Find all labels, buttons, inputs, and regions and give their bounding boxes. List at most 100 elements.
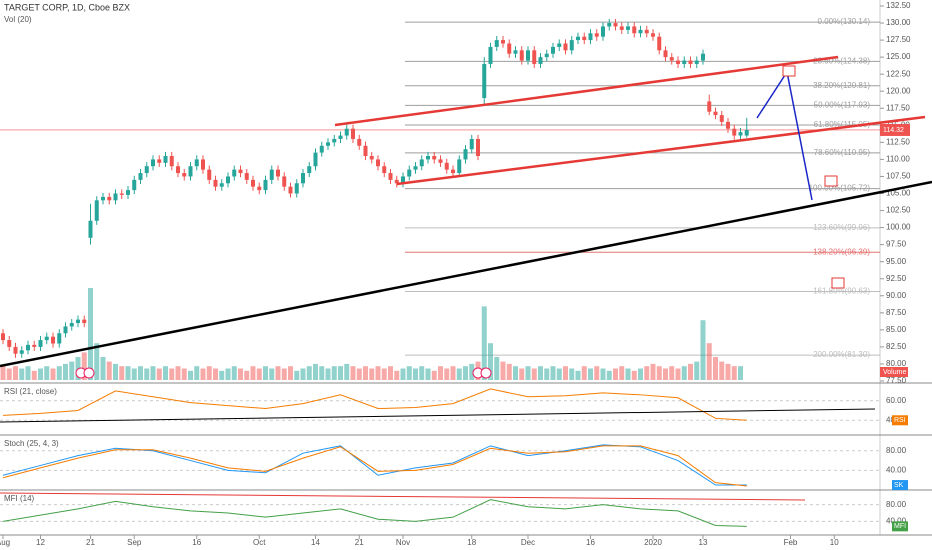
candle-body — [532, 50, 537, 64]
volume-bar — [56, 366, 62, 380]
candle-body — [113, 193, 118, 201]
candle-body — [494, 40, 499, 47]
volume-bar — [369, 368, 375, 380]
indicator-name: RSI (21, close) — [4, 387, 57, 396]
volume-bar — [288, 366, 293, 380]
candle-body — [57, 333, 62, 344]
x-tick-label: 16 — [192, 538, 201, 547]
candle-body — [438, 159, 443, 163]
earnings — [83, 367, 95, 379]
volume-bar — [669, 366, 675, 380]
candle-body — [344, 128, 349, 136]
candle-body — [107, 196, 112, 201]
candle-body — [244, 173, 249, 180]
volume-bar — [138, 366, 143, 380]
candle-body — [513, 50, 518, 54]
candle-body — [588, 33, 593, 41]
volume-bar — [581, 366, 587, 380]
x-tick-label: Sep — [127, 538, 142, 547]
volume-bar — [513, 366, 518, 380]
volume-bar — [213, 368, 218, 380]
x-tick-label: 16 — [586, 538, 595, 547]
candle-body — [201, 159, 205, 170]
volume-bar — [225, 368, 231, 380]
y-tick-label: 102.50 — [886, 206, 911, 215]
candle-body — [301, 173, 305, 184]
y-tick-label: 122.50 — [886, 69, 911, 78]
chart-title: TARGET CORP, 1D, Cboe BZX — [4, 2, 130, 12]
volume-bar — [656, 366, 662, 380]
candle-body — [313, 152, 318, 167]
volume-bar — [144, 368, 150, 380]
candle-body — [82, 319, 87, 324]
candle-body — [594, 33, 599, 37]
candle-body — [382, 166, 387, 174]
candle-body — [288, 186, 293, 194]
volume-bar — [681, 366, 687, 380]
volume-bar — [269, 368, 275, 380]
volume-bar — [663, 368, 668, 380]
candle-body — [738, 132, 743, 136]
candle-body — [307, 166, 312, 174]
volume-bar — [700, 320, 706, 380]
x-tick-label: Feb — [784, 538, 798, 547]
volume-bar — [200, 368, 206, 380]
candle-body — [632, 26, 637, 34]
y-tick-label: 112.50 — [886, 137, 910, 146]
indicator-tag-box — [892, 415, 908, 426]
last-price-label: 114.32 — [883, 127, 904, 134]
volume-bar — [488, 343, 493, 380]
volume-bar — [131, 368, 137, 380]
candle-body — [663, 50, 668, 58]
volume-bar — [544, 368, 550, 380]
volume-bar — [538, 366, 543, 380]
y-tick-label: 107.50 — [886, 172, 911, 181]
volume-bar — [338, 366, 343, 380]
candle-body — [294, 183, 299, 194]
volume-bar — [506, 363, 512, 380]
indicator-tag-box — [892, 521, 908, 532]
candle-body — [332, 138, 337, 143]
volume-bar — [206, 366, 212, 380]
candle-body — [451, 169, 455, 174]
candle-body — [7, 340, 12, 347]
volume-bar — [456, 368, 462, 380]
candle-body — [488, 46, 493, 64]
volume-bar — [406, 366, 412, 380]
y-tick-label: 82.50 — [886, 342, 907, 351]
channel-upper — [334, 55, 839, 127]
candle-body — [263, 179, 268, 191]
candle-body — [619, 26, 624, 30]
candle-body — [544, 53, 549, 58]
candle-body — [326, 142, 330, 146]
volume-bar — [231, 366, 237, 380]
volume-bar — [606, 370, 612, 380]
candle-body — [169, 156, 174, 167]
support-line — [0, 180, 932, 368]
candle-body — [138, 173, 143, 180]
volume-bar — [50, 368, 56, 380]
volume-bar — [313, 363, 318, 380]
candle-body — [88, 220, 93, 238]
candle-body — [607, 23, 612, 27]
volume-bar — [556, 368, 562, 380]
y-tick-label: 132.50 — [886, 1, 911, 10]
volume-bar — [13, 366, 18, 380]
candle-body — [388, 173, 393, 180]
candle-body — [119, 193, 124, 195]
candle-body — [188, 166, 193, 177]
earnings-icons — [75, 367, 492, 379]
volume-bar — [306, 366, 312, 380]
candle-body — [457, 159, 462, 174]
x-tick-label: 21 — [355, 538, 364, 547]
volume-bar — [600, 368, 606, 380]
y-tick-label: 120.00 — [886, 86, 911, 95]
candle-body — [226, 176, 230, 184]
fib-label: 38.20%(120.81) — [813, 81, 870, 90]
volume-bar — [163, 366, 168, 380]
candle-body — [76, 319, 80, 324]
candle-body — [601, 26, 605, 37]
candle-body — [582, 36, 587, 41]
volume-tag-box — [880, 367, 908, 377]
volume-bar — [156, 368, 162, 380]
